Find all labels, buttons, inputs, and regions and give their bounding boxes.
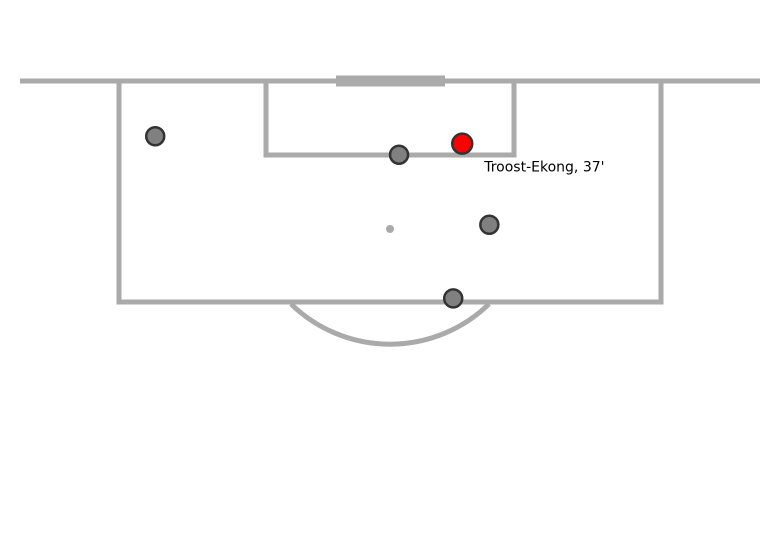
shot-marker — [442, 288, 464, 309]
penalty-box — [116, 81, 664, 305]
pitch — [20, 75, 760, 347]
shot-marker — [144, 126, 166, 147]
penalty-arc — [289, 302, 491, 347]
shot-marker — [479, 214, 500, 235]
shot-marker — [388, 144, 410, 165]
penalty-spot — [386, 225, 394, 233]
shot-label: Troost-Ekong, 37' — [483, 160, 604, 176]
shots: Troost-Ekong, 37' — [144, 126, 605, 309]
shot-marker-highlight — [450, 132, 474, 155]
six-yard-box — [263, 81, 517, 158]
